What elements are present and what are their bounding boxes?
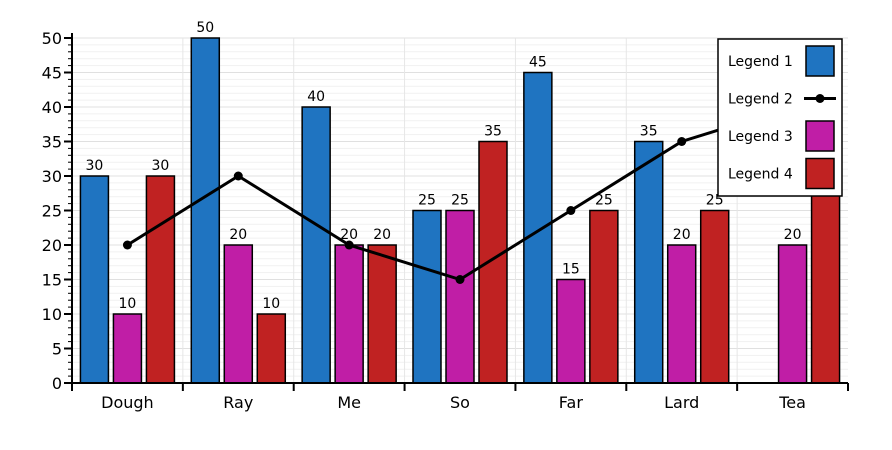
axes: 0 5 10 15 20 25 30 35 40 45 50 Dough Ray Me So Far Lard T…: [42, 29, 849, 412]
bar: [223, 244, 254, 384]
bar-value-label: 20: [673, 227, 691, 243]
legend-label: Legend 1: [728, 54, 793, 70]
x-tick-label: Tea: [778, 393, 806, 412]
bar-value-label: 45: [529, 55, 547, 71]
bar-value-label: 40: [307, 89, 325, 105]
y-tick-label: 25: [42, 202, 62, 221]
bar-value-label: 10: [119, 296, 137, 312]
bar: [777, 244, 808, 384]
line-point: [344, 240, 354, 250]
y-tick-label: 50: [42, 29, 62, 48]
y-tick-label: 15: [42, 271, 62, 290]
bar-value-label: 20: [373, 227, 391, 243]
x-tick-label: Dough: [101, 393, 154, 412]
x-tick-label: Me: [337, 393, 361, 412]
x-tick-label: Ray: [223, 393, 253, 412]
bar: [633, 140, 664, 384]
bar: [523, 71, 553, 384]
bar-value-label: 25: [595, 193, 613, 209]
line-point: [677, 137, 687, 146]
y-tick-label: 30: [42, 167, 62, 186]
bar: [256, 313, 287, 384]
bar: [445, 209, 475, 384]
legend-swatch: [805, 120, 835, 152]
bar-value-label: 35: [640, 124, 658, 140]
x-tick-label: So: [450, 393, 470, 412]
x-tick-label: Far: [559, 393, 584, 412]
bar: [478, 140, 508, 384]
legend-marker: [815, 94, 825, 103]
bar: [666, 244, 697, 384]
bar-value-label: 20: [229, 227, 247, 243]
bar-value-label: 25: [451, 193, 469, 209]
bar-value-label: 20: [340, 227, 358, 243]
bar-value-label: 50: [196, 20, 214, 36]
x-tick-label: Lard: [664, 393, 699, 412]
line-series: [122, 102, 798, 284]
bar-value-label: 10: [262, 296, 280, 312]
bar: [112, 313, 143, 384]
legend-label: Legend 3: [728, 129, 793, 145]
bar-value-label: 35: [484, 124, 502, 140]
legend-swatch: [805, 45, 835, 77]
bar: [699, 209, 730, 384]
bar-value-label: 15: [562, 262, 580, 278]
y-tick-label: 45: [42, 64, 62, 83]
bar: [190, 37, 221, 384]
bar: [334, 244, 364, 384]
bar: [301, 106, 331, 384]
line-point: [566, 206, 576, 215]
bar-value-label: 20: [784, 227, 802, 243]
bar-value-label: 30: [86, 158, 104, 174]
legend-label: Legend 4: [728, 167, 793, 183]
y-tick-label: 20: [42, 236, 62, 255]
bar: [810, 175, 841, 384]
y-tick-label: 0: [52, 374, 62, 393]
y-tick-label: 40: [42, 98, 62, 117]
legend-label: Legend 2: [728, 92, 793, 108]
bar: [145, 175, 176, 384]
bar: [79, 175, 110, 384]
line-point: [233, 171, 243, 181]
line-point: [122, 240, 132, 250]
y-tick-label: 5: [52, 340, 62, 359]
bar-value-label: 25: [418, 193, 436, 209]
y-tick-label: 10: [42, 305, 62, 324]
bar: [589, 209, 619, 384]
bar-value-label: 30: [152, 158, 170, 174]
legend: Legend 1 Legend 2 Legend 3 Legend 4: [717, 38, 843, 197]
bar: [367, 244, 397, 384]
y-tick-label: 35: [42, 133, 62, 152]
bar: [556, 278, 586, 384]
bars: [79, 37, 841, 384]
bar: [412, 209, 442, 384]
legend-swatch: [805, 157, 835, 190]
line-point: [455, 275, 465, 284]
